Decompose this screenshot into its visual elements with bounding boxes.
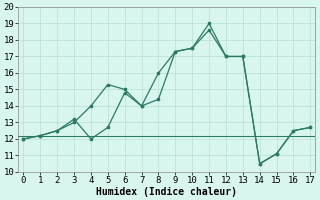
X-axis label: Humidex (Indice chaleur): Humidex (Indice chaleur) — [96, 186, 237, 197]
